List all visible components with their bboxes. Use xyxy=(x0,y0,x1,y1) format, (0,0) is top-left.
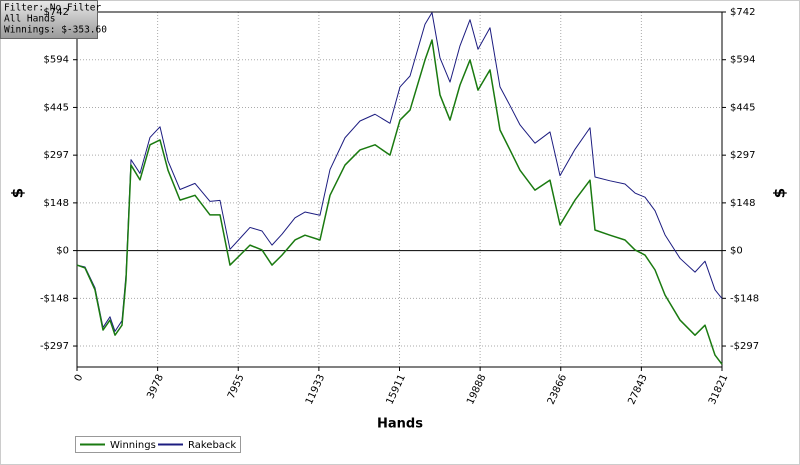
y-tick-label: -$148 xyxy=(40,293,69,304)
filter-box xyxy=(0,0,98,39)
filter-text: Winnings: $-353.60 xyxy=(4,25,107,36)
plot-area xyxy=(73,11,726,371)
y2-tick-label: $594 xyxy=(730,55,755,66)
filter-text: All Hands xyxy=(4,14,55,25)
series-line xyxy=(76,12,723,332)
y-axis-title: $ xyxy=(9,188,27,198)
series-line xyxy=(76,39,723,365)
y-tick-label: $148 xyxy=(44,198,69,209)
y2-tick-label: $742 xyxy=(730,7,755,18)
y2-tick-label: $297 xyxy=(730,150,755,161)
filter-text: Filter: No Filter xyxy=(4,3,102,14)
y-tick-label: $445 xyxy=(44,102,69,113)
x-tick-label: 0 xyxy=(73,373,86,383)
y-tick-label: $297 xyxy=(44,150,69,161)
y2-axis-title: $ xyxy=(771,188,789,198)
y2-tick-label: $148 xyxy=(730,198,755,209)
y2-tick-label: -$297 xyxy=(730,341,759,352)
y-tick-label: -$297 xyxy=(40,341,69,352)
y-tick-label: $742 xyxy=(44,7,69,18)
y-tick-label: $594 xyxy=(44,55,69,66)
legend-label: Winnings xyxy=(110,440,156,451)
plot-border xyxy=(76,11,723,368)
y2-tick-label: $0 xyxy=(730,246,743,257)
y2-tick-label: $445 xyxy=(730,102,755,113)
legend-label: Rakeback xyxy=(188,440,236,451)
y-tick-label: $0 xyxy=(56,246,69,257)
y2-tick-label: -$148 xyxy=(730,293,759,304)
x-axis-title: Hands xyxy=(377,417,423,432)
